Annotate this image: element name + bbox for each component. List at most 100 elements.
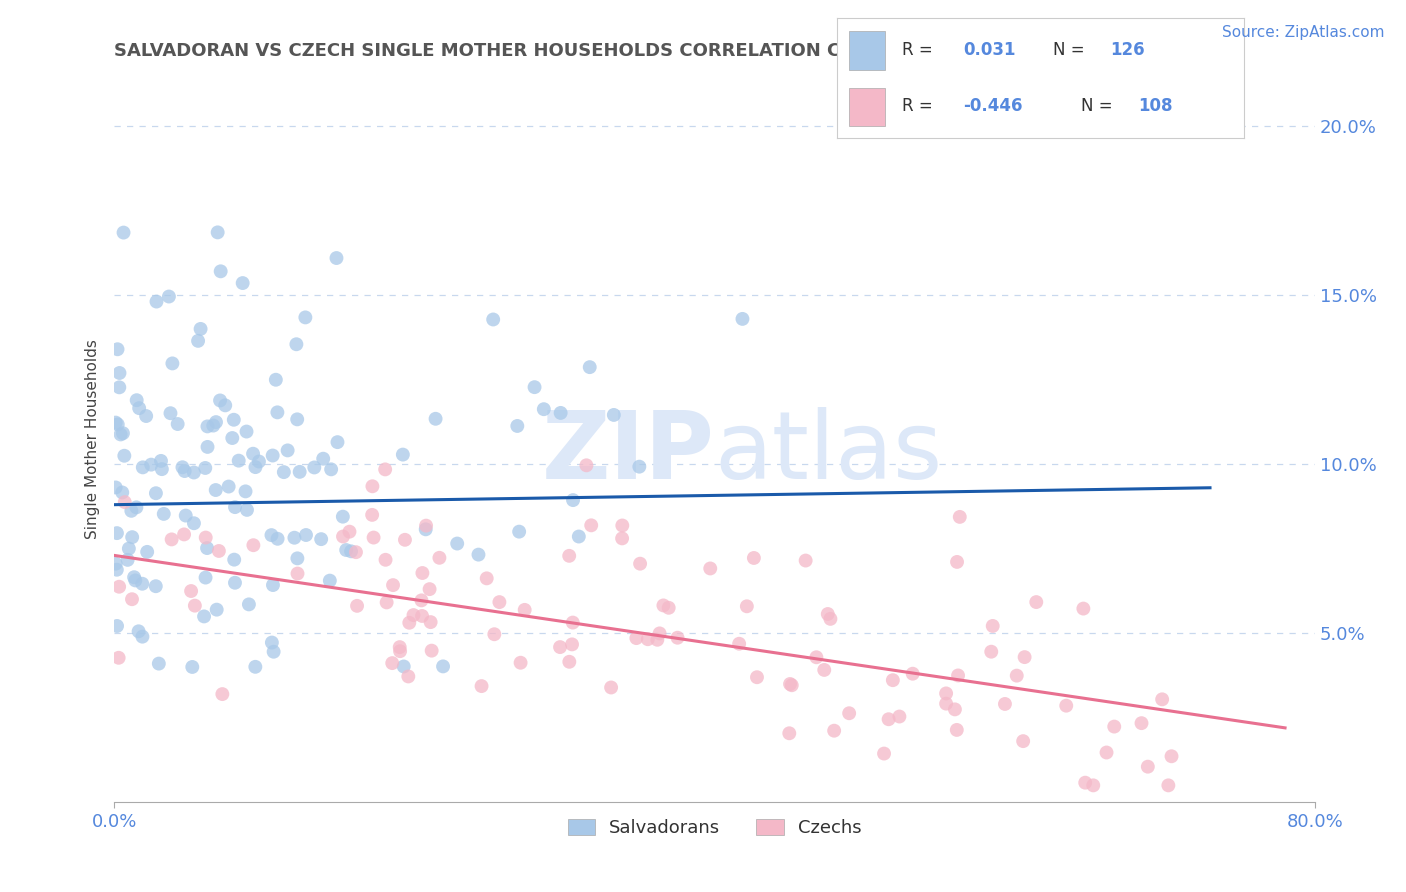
Point [120,504,142,518]
Point [277,443,299,458]
Point [575,458,598,473]
Point [194,571,217,585]
Text: R =: R = [901,41,938,60]
Point [1160,749,1182,764]
Point [152,507,174,521]
Point [247,454,270,468]
Point [742,551,765,566]
Point [107,343,129,357]
Point [287,566,309,581]
Point [877,712,900,726]
Point [935,686,957,700]
Point [340,544,363,558]
Point [260,635,283,649]
Point [125,500,148,515]
Point [647,632,669,647]
Point [794,553,817,567]
Point [628,557,651,571]
Point [813,663,835,677]
Point [1005,668,1028,682]
Point [112,449,135,463]
Point [561,615,583,630]
Point [162,356,184,370]
Point [374,462,396,476]
Point [183,466,205,480]
Point [121,530,143,544]
Point [411,566,433,580]
Point [194,531,217,545]
Point [245,660,267,674]
Point [266,532,288,546]
Point [475,571,498,585]
Point [666,631,689,645]
Point [104,557,127,571]
Point [232,276,254,290]
Point [946,668,969,682]
Point [1025,595,1047,609]
Point [484,627,506,641]
Point [600,681,623,695]
Y-axis label: Single Mother Households: Single Mother Households [86,339,100,539]
Point [273,465,295,479]
Point [820,612,842,626]
Point [363,531,385,545]
Point [375,595,398,609]
Point [332,509,354,524]
Point [160,533,183,547]
Point [415,522,437,536]
Point [533,402,555,417]
Point [184,599,207,613]
Point [1102,720,1125,734]
Point [1074,775,1097,789]
Point [419,582,441,596]
Point [111,485,134,500]
Point [159,406,181,420]
Point [104,480,127,494]
Point [190,322,212,336]
Point [105,563,128,577]
Point [112,226,135,240]
Point [194,461,217,475]
Point [122,570,145,584]
Point [319,574,342,588]
Point [610,532,633,546]
Point [817,607,839,621]
Point [195,541,218,555]
Text: atlas: atlas [714,408,943,500]
Point [467,548,489,562]
Point [183,516,205,531]
Point [117,553,139,567]
Text: N =: N = [1053,41,1090,60]
Point [204,483,226,497]
Point [1157,778,1180,792]
Point [224,575,246,590]
Point [205,415,228,429]
Point [228,453,250,467]
Point [411,609,433,624]
Point [141,458,163,472]
Point [173,527,195,541]
Text: Source: ZipAtlas.com: Source: ZipAtlas.com [1222,25,1385,40]
Point [295,528,318,542]
Point [128,624,150,639]
Point [114,495,136,509]
Point [128,401,150,416]
Text: 0.031: 0.031 [963,41,1015,60]
Point [482,312,505,326]
Point [304,460,326,475]
Point [745,670,768,684]
Point [550,406,572,420]
Point [823,723,845,738]
Point [238,598,260,612]
Point [419,615,441,629]
Point [1130,716,1153,731]
Point [266,405,288,419]
Point [262,449,284,463]
Point [561,637,583,651]
Text: ZIP: ZIP [541,408,714,500]
Point [382,578,405,592]
Point [506,419,529,434]
Point [806,650,828,665]
Legend: Salvadorans, Czechs: Salvadorans, Czechs [561,812,869,844]
Point [131,630,153,644]
